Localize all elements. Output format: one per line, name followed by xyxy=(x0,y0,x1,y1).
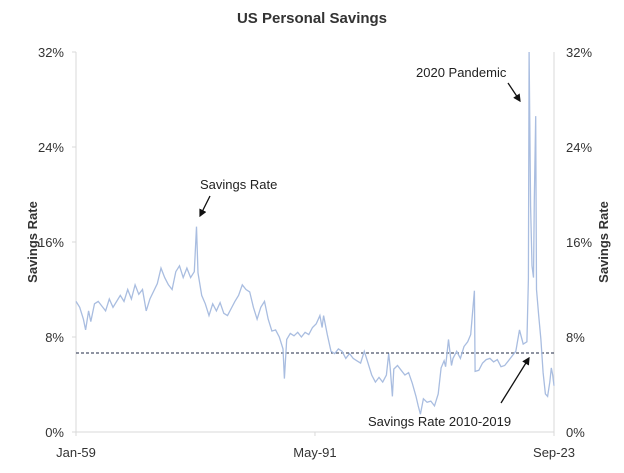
series-line-savings-rate xyxy=(75,51,555,415)
chart-title: US Personal Savings xyxy=(237,10,387,27)
y-axis-label-right: Savings Rate xyxy=(596,201,611,283)
x-tick-label: Jan-59 xyxy=(56,445,96,460)
y-tick-label-left: 0% xyxy=(45,425,64,440)
annotation-savings-rate: Savings Rate xyxy=(200,177,277,192)
annotation-savings-rate-2010-2019: Savings Rate 2010-2019 xyxy=(368,414,511,429)
y-tick-label-left: 32% xyxy=(38,45,64,60)
y-tick-label-left: 24% xyxy=(38,140,64,155)
y-tick-label-right: 0% xyxy=(566,425,585,440)
y-axis-label-left: Savings Rate xyxy=(25,201,40,283)
x-tick-label: Sep-23 xyxy=(533,445,575,460)
y-tick-label-left: 16% xyxy=(38,235,64,250)
annotation-arrow-pandemic xyxy=(507,82,521,103)
y-tick-label-right: 32% xyxy=(566,45,592,60)
x-tick-label: May-91 xyxy=(293,445,336,460)
annotation-arrow-savings-rate xyxy=(199,195,211,218)
y-tick-label-right: 16% xyxy=(566,235,592,250)
y-tick-label-right: 8% xyxy=(566,330,585,345)
annotation-arrow-2010-2019 xyxy=(500,356,530,404)
annotation-pandemic: 2020 Pandemic xyxy=(416,65,507,80)
y-tick-label-right: 24% xyxy=(566,140,592,155)
y-tick-label-left: 8% xyxy=(45,330,64,345)
